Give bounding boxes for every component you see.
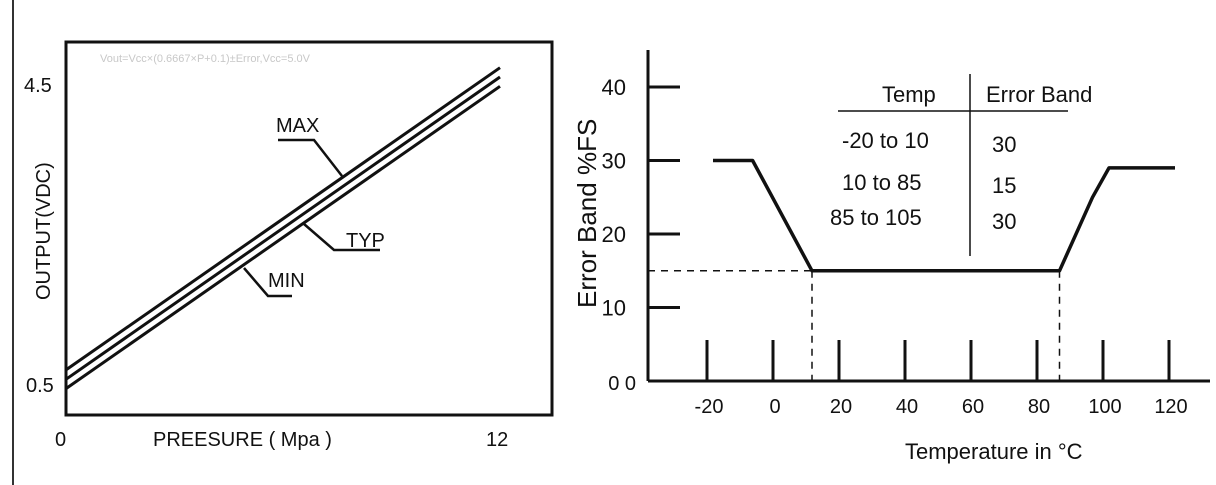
table-cell-temp: 85 to 105 bbox=[830, 205, 922, 230]
y-tick-label: 0.5 bbox=[26, 375, 54, 397]
error-band-line bbox=[713, 158, 1175, 273]
error-band-vs-temperature-chart: 10 20 30 40 0 0 -20 0 20 40 60 80 100 120 Error Band… bbox=[572, 50, 1210, 464]
x-tick-label: 0 bbox=[55, 429, 66, 451]
x-tick-label: 20 bbox=[830, 396, 852, 418]
table-cell-band: 15 bbox=[992, 173, 1016, 198]
typ-callout-line bbox=[303, 223, 380, 252]
series-label-max: MAX bbox=[276, 115, 319, 137]
formula-text: Vout=Vcc×(0.6667×P+0.1)±Error,Vcc=5.0V bbox=[100, 53, 311, 65]
x-tick-label: 0 bbox=[769, 396, 780, 418]
max-callout-line bbox=[278, 138, 343, 177]
y-axis-title: Error Band %FS bbox=[572, 119, 602, 308]
series-line-min bbox=[65, 85, 501, 390]
x-axis-title: PREESURE ( Mpa ) bbox=[153, 429, 332, 451]
table-header-error-band: Error Band bbox=[986, 82, 1092, 107]
series-line-max bbox=[65, 66, 501, 372]
table-cell-temp: 10 to 85 bbox=[842, 170, 922, 195]
y-tick-label: 10 bbox=[602, 296, 626, 321]
x-tick-label: 80 bbox=[1028, 396, 1050, 418]
y-tick-label: 20 bbox=[602, 222, 626, 247]
x-tick-label: -20 bbox=[695, 396, 724, 418]
min-callout-line bbox=[243, 267, 292, 298]
x-tick-label: 40 bbox=[896, 396, 918, 418]
series-label-min: MIN bbox=[268, 270, 305, 292]
x-tick-label: 100 bbox=[1088, 396, 1121, 418]
y-tick-label: 40 bbox=[602, 75, 626, 100]
table-cell-band: 30 bbox=[992, 132, 1016, 157]
table-cell-temp: -20 to 10 bbox=[842, 128, 929, 153]
y-axis-title: OUTPUT(VDC) bbox=[33, 162, 55, 300]
table-header-temp: Temp bbox=[882, 82, 936, 107]
x-tick-label: 12 bbox=[486, 429, 508, 451]
x-tick-label: 120 bbox=[1154, 396, 1187, 418]
x-axis-title: Temperature in °C bbox=[905, 439, 1083, 464]
series-label-typ: TYP bbox=[346, 230, 385, 252]
page-left-border bbox=[12, 0, 14, 485]
x-tick-label: 60 bbox=[962, 396, 984, 418]
y-tick-label: 4.5 bbox=[24, 75, 52, 97]
series-line-typ bbox=[65, 75, 501, 381]
plot-frame bbox=[64, 40, 554, 417]
y-tick-label: 30 bbox=[602, 149, 626, 174]
error-band-table: Temp Error Band -20 to 10 30 10 to 85 15… bbox=[830, 74, 1092, 256]
y-tick-label: 0 0 bbox=[608, 373, 636, 395]
table-cell-band: 30 bbox=[992, 209, 1016, 234]
output-vs-pressure-chart: Vout=Vcc×(0.6667×P+0.1)±Error,Vcc=5.0V 4… bbox=[24, 40, 554, 451]
